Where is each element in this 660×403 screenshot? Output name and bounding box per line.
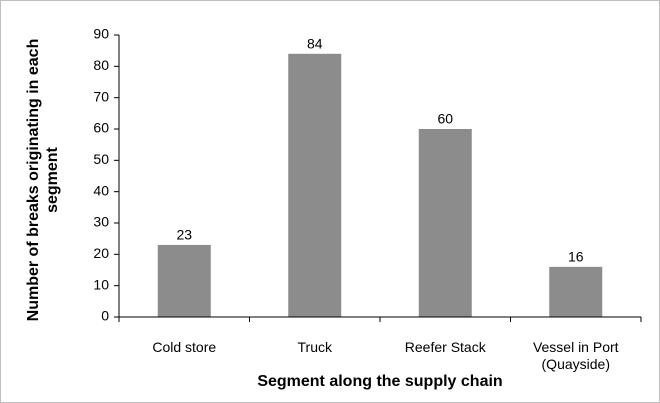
y-tick-label: 10 — [93, 276, 109, 292]
data-label: 60 — [437, 111, 453, 127]
x-tick-label: Cold store — [152, 339, 217, 355]
x-tick-label: Truck — [297, 339, 332, 355]
y-tick-label: 30 — [93, 214, 109, 230]
y-tick-label: 60 — [93, 120, 109, 136]
bar — [549, 266, 603, 317]
x-tick-label: Vessel in Port (Quayside) — [532, 339, 619, 372]
bar — [288, 53, 342, 318]
y-tick-label: 20 — [93, 245, 109, 261]
y-tick-label: 80 — [93, 57, 109, 73]
bar — [157, 244, 211, 317]
data-label: 16 — [568, 249, 584, 265]
data-label: 84 — [307, 36, 323, 52]
y-axis-label: Number of breaks originating in each seg… — [25, 38, 61, 322]
bar — [418, 129, 472, 317]
y-tick-label: 50 — [93, 151, 109, 167]
x-axis-label: Segment along the supply chain — [257, 373, 503, 390]
data-label: 23 — [176, 227, 192, 243]
y-tick-label: 0 — [101, 308, 109, 324]
y-tick-label: 40 — [93, 182, 109, 198]
y-tick-label: 90 — [93, 26, 109, 42]
y-tick-label: 70 — [93, 88, 109, 104]
x-tick-label: Reefer Stack — [404, 339, 486, 355]
